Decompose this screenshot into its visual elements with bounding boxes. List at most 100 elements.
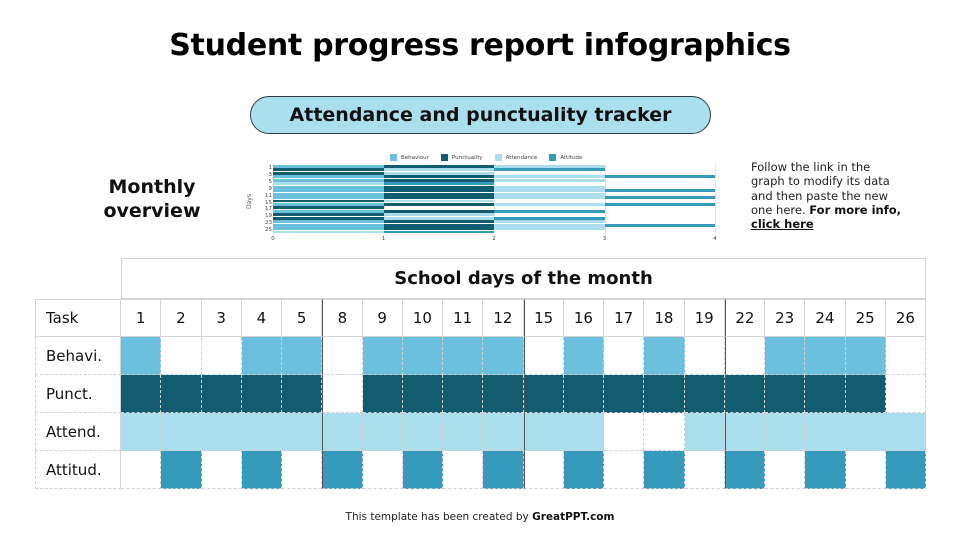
- tracker-cell[interactable]: [483, 451, 524, 489]
- tracker-cell[interactable]: [845, 337, 886, 375]
- tracker-cell[interactable]: [241, 337, 282, 375]
- day-header-26: 26: [885, 299, 926, 337]
- monthly-chart[interactable]: Behaviour Punctuality Attendance Attitude D…: [240, 150, 730, 250]
- tracker-cell[interactable]: [604, 375, 645, 413]
- tracker-cell[interactable]: [161, 413, 202, 451]
- chart-y-axis-label: Days: [245, 194, 253, 209]
- tracker-cell[interactable]: [523, 375, 564, 413]
- tracker-cell[interactable]: [604, 413, 645, 451]
- tracker-cell[interactable]: [644, 451, 685, 489]
- tracker-cell[interactable]: [805, 451, 846, 489]
- tracker-cell[interactable]: [282, 337, 323, 375]
- tracker-cell[interactable]: [523, 337, 564, 375]
- tracker-cell[interactable]: [845, 451, 886, 489]
- click-here-link[interactable]: click here: [751, 217, 814, 232]
- tracker-cell[interactable]: [402, 451, 443, 489]
- tracker-cell[interactable]: [684, 413, 725, 451]
- tracker-cell[interactable]: [443, 375, 484, 413]
- tracker-cell[interactable]: [885, 451, 926, 489]
- tracker-cell[interactable]: [805, 413, 846, 451]
- bar-segment-punctuality: [273, 199, 384, 203]
- chart-bar-day-25: [273, 227, 605, 231]
- tracker-cell[interactable]: [121, 413, 162, 451]
- tracker-cell[interactable]: [443, 337, 484, 375]
- tracker-cell[interactable]: [684, 451, 725, 489]
- tracker-cell[interactable]: [201, 413, 242, 451]
- tracker-cell[interactable]: [724, 375, 765, 413]
- tracker-cell[interactable]: [121, 375, 162, 413]
- tracker-cell[interactable]: [282, 413, 323, 451]
- tracker-cell[interactable]: [443, 451, 484, 489]
- tracker-cell[interactable]: [644, 375, 685, 413]
- tracker-cell[interactable]: [805, 337, 846, 375]
- tracker-cell[interactable]: [282, 375, 323, 413]
- tracker-cell[interactable]: [604, 337, 645, 375]
- tracker-cell[interactable]: [483, 375, 524, 413]
- tracker-cell[interactable]: [845, 375, 886, 413]
- bar-segment-punctuality: [383, 196, 494, 199]
- tracker-cell[interactable]: [644, 413, 685, 451]
- tracker-cell[interactable]: [362, 451, 403, 489]
- tracker-cell[interactable]: [563, 375, 604, 413]
- bar-segment-attitude: [604, 202, 715, 206]
- tracker-cell[interactable]: [483, 337, 524, 375]
- tracker-cell[interactable]: [241, 451, 282, 489]
- bar-segment-attitude: [494, 209, 605, 213]
- bar-segment-attendance: [494, 192, 605, 196]
- bar-segment-punctuality: [383, 220, 494, 224]
- tracker-cell[interactable]: [724, 337, 765, 375]
- tracker-cell[interactable]: [563, 451, 604, 489]
- tracker-cell[interactable]: [563, 413, 604, 451]
- tracker-cell[interactable]: [684, 337, 725, 375]
- tracker-cell[interactable]: [563, 337, 604, 375]
- y-tick-label: 11: [265, 192, 272, 199]
- bar-segment-attendance: [383, 216, 494, 220]
- chart-gridline: [494, 165, 495, 234]
- tracker-cell[interactable]: [121, 337, 162, 375]
- tracker-cell[interactable]: [241, 375, 282, 413]
- tracker-cell[interactable]: [201, 451, 242, 489]
- tracker-cell[interactable]: [362, 413, 403, 451]
- tracker-cell[interactable]: [765, 413, 806, 451]
- tracker-cell[interactable]: [322, 413, 363, 451]
- tracker-cell[interactable]: [885, 413, 926, 451]
- tracker-cell[interactable]: [885, 375, 926, 413]
- bar-segment-behaviour: [273, 185, 384, 189]
- tracker-cell[interactable]: [724, 413, 765, 451]
- tracker-cell[interactable]: [201, 375, 242, 413]
- tracker-cell[interactable]: [282, 451, 323, 489]
- tracker-cell[interactable]: [523, 451, 564, 489]
- tracker-cell[interactable]: [161, 375, 202, 413]
- tracker-cell[interactable]: [483, 413, 524, 451]
- legend-item-attendance: Attendance: [494, 154, 537, 161]
- day-header-4: 4: [241, 299, 282, 337]
- tracker-cell[interactable]: [161, 451, 202, 489]
- tracker-cell[interactable]: [362, 375, 403, 413]
- tracker-cell[interactable]: [161, 337, 202, 375]
- tracker-cell[interactable]: [241, 413, 282, 451]
- tracker-cell[interactable]: [805, 375, 846, 413]
- tracker-cell[interactable]: [765, 375, 806, 413]
- chart-bar-day-18: [273, 209, 605, 213]
- bar-segment-punctuality: [383, 175, 494, 179]
- tracker-cell[interactable]: [845, 413, 886, 451]
- tracker-cell[interactable]: [402, 337, 443, 375]
- tracker-cell[interactable]: [765, 337, 806, 375]
- tracker-cell[interactable]: [121, 451, 162, 489]
- tracker-cell[interactable]: [322, 375, 363, 413]
- tracker-cell[interactable]: [362, 337, 403, 375]
- tracker-cell[interactable]: [402, 375, 443, 413]
- tracker-cell[interactable]: [604, 451, 645, 489]
- tracker-cell[interactable]: [644, 337, 685, 375]
- tracker-cell[interactable]: [724, 451, 765, 489]
- tracker-cell[interactable]: [322, 337, 363, 375]
- tracker-cell[interactable]: [885, 337, 926, 375]
- tracker-cell[interactable]: [523, 413, 564, 451]
- tracker-cell[interactable]: [443, 413, 484, 451]
- tracker-cell[interactable]: [765, 451, 806, 489]
- tracker-cell[interactable]: [402, 413, 443, 451]
- bar-segment-attendance: [383, 168, 494, 172]
- tracker-cell[interactable]: [684, 375, 725, 413]
- tracker-cell[interactable]: [201, 337, 242, 375]
- tracker-cell[interactable]: [322, 451, 363, 489]
